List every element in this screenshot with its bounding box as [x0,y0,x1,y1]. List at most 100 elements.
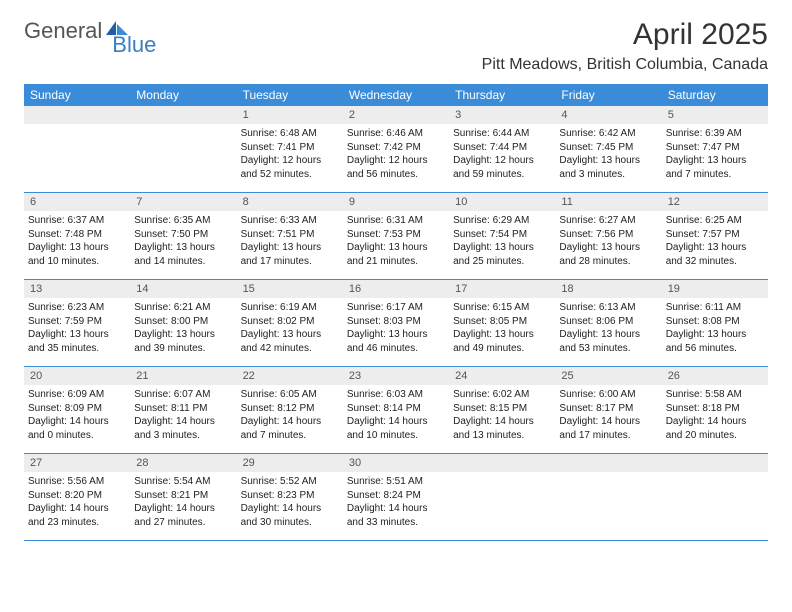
day-number: 15 [237,280,343,298]
sunset-text: Sunset: 8:00 PM [134,315,232,329]
sunrise-text: Sunrise: 5:58 AM [666,388,764,402]
day-number [555,454,661,472]
week-row: 20Sunrise: 6:09 AMSunset: 8:09 PMDayligh… [24,367,768,454]
sunset-text: Sunset: 7:42 PM [347,141,445,155]
daylight-text: Daylight: 13 hours and 39 minutes. [134,328,232,355]
day-cell: 28Sunrise: 5:54 AMSunset: 8:21 PMDayligh… [130,454,236,540]
day-number: 11 [555,193,661,211]
daylight-text: Daylight: 13 hours and 35 minutes. [28,328,126,355]
daylight-text: Daylight: 13 hours and 46 minutes. [347,328,445,355]
day-body: Sunrise: 5:51 AMSunset: 8:24 PMDaylight:… [343,472,449,533]
day-cell: 17Sunrise: 6:15 AMSunset: 8:05 PMDayligh… [449,280,555,366]
dow-saturday: Saturday [662,84,768,106]
day-cell: 11Sunrise: 6:27 AMSunset: 7:56 PMDayligh… [555,193,661,279]
dow-tuesday: Tuesday [237,84,343,106]
day-number: 9 [343,193,449,211]
daylight-text: Daylight: 12 hours and 52 minutes. [241,154,339,181]
daylight-text: Daylight: 12 hours and 59 minutes. [453,154,551,181]
daylight-text: Daylight: 12 hours and 56 minutes. [347,154,445,181]
logo-text-general: General [24,18,102,44]
sunrise-text: Sunrise: 5:52 AM [241,475,339,489]
sunrise-text: Sunrise: 6:33 AM [241,214,339,228]
day-body: Sunrise: 6:25 AMSunset: 7:57 PMDaylight:… [662,211,768,272]
day-number: 17 [449,280,555,298]
weeks-container: 1Sunrise: 6:48 AMSunset: 7:41 PMDaylight… [24,106,768,541]
day-number: 5 [662,106,768,124]
day-number: 2 [343,106,449,124]
daylight-text: Daylight: 14 hours and 3 minutes. [134,415,232,442]
day-body: Sunrise: 6:00 AMSunset: 8:17 PMDaylight:… [555,385,661,446]
daylight-text: Daylight: 13 hours and 28 minutes. [559,241,657,268]
sunset-text: Sunset: 7:44 PM [453,141,551,155]
day-cell: 30Sunrise: 5:51 AMSunset: 8:24 PMDayligh… [343,454,449,540]
daylight-text: Daylight: 14 hours and 33 minutes. [347,502,445,529]
day-number: 6 [24,193,130,211]
sunrise-text: Sunrise: 5:54 AM [134,475,232,489]
day-body: Sunrise: 5:58 AMSunset: 8:18 PMDaylight:… [662,385,768,446]
dow-sunday: Sunday [24,84,130,106]
day-body: Sunrise: 5:56 AMSunset: 8:20 PMDaylight:… [24,472,130,533]
daylight-text: Daylight: 14 hours and 13 minutes. [453,415,551,442]
day-cell: 14Sunrise: 6:21 AMSunset: 8:00 PMDayligh… [130,280,236,366]
sunrise-text: Sunrise: 6:00 AM [559,388,657,402]
dow-monday: Monday [130,84,236,106]
day-body: Sunrise: 6:37 AMSunset: 7:48 PMDaylight:… [24,211,130,272]
sunrise-text: Sunrise: 5:51 AM [347,475,445,489]
sunrise-text: Sunrise: 6:25 AM [666,214,764,228]
sunrise-text: Sunrise: 6:44 AM [453,127,551,141]
daylight-text: Daylight: 14 hours and 7 minutes. [241,415,339,442]
sunset-text: Sunset: 7:50 PM [134,228,232,242]
sunset-text: Sunset: 8:21 PM [134,489,232,503]
day-body: Sunrise: 6:31 AMSunset: 7:53 PMDaylight:… [343,211,449,272]
day-body: Sunrise: 6:19 AMSunset: 8:02 PMDaylight:… [237,298,343,359]
day-cell [130,106,236,192]
calendar-grid: Sunday Monday Tuesday Wednesday Thursday… [24,84,768,541]
dow-friday: Friday [555,84,661,106]
day-cell: 12Sunrise: 6:25 AMSunset: 7:57 PMDayligh… [662,193,768,279]
sunset-text: Sunset: 8:03 PM [347,315,445,329]
daylight-text: Daylight: 14 hours and 20 minutes. [666,415,764,442]
sunrise-text: Sunrise: 6:17 AM [347,301,445,315]
daylight-text: Daylight: 14 hours and 17 minutes. [559,415,657,442]
sunset-text: Sunset: 7:59 PM [28,315,126,329]
day-number: 10 [449,193,555,211]
sunset-text: Sunset: 7:51 PM [241,228,339,242]
day-number: 4 [555,106,661,124]
dow-thursday: Thursday [449,84,555,106]
day-cell: 18Sunrise: 6:13 AMSunset: 8:06 PMDayligh… [555,280,661,366]
sunset-text: Sunset: 7:53 PM [347,228,445,242]
daylight-text: Daylight: 13 hours and 14 minutes. [134,241,232,268]
sunrise-text: Sunrise: 6:07 AM [134,388,232,402]
day-cell: 15Sunrise: 6:19 AMSunset: 8:02 PMDayligh… [237,280,343,366]
month-title: April 2025 [482,18,768,52]
day-number: 25 [555,367,661,385]
day-cell [449,454,555,540]
day-body: Sunrise: 6:11 AMSunset: 8:08 PMDaylight:… [662,298,768,359]
day-cell: 24Sunrise: 6:02 AMSunset: 8:15 PMDayligh… [449,367,555,453]
day-number: 13 [24,280,130,298]
logo: General Blue [24,18,156,44]
daylight-text: Daylight: 14 hours and 10 minutes. [347,415,445,442]
day-body: Sunrise: 6:09 AMSunset: 8:09 PMDaylight:… [24,385,130,446]
sunset-text: Sunset: 8:06 PM [559,315,657,329]
sunrise-text: Sunrise: 6:02 AM [453,388,551,402]
day-body: Sunrise: 6:42 AMSunset: 7:45 PMDaylight:… [555,124,661,185]
sunrise-text: Sunrise: 6:48 AM [241,127,339,141]
day-cell: 26Sunrise: 5:58 AMSunset: 8:18 PMDayligh… [662,367,768,453]
day-number: 28 [130,454,236,472]
sunset-text: Sunset: 8:17 PM [559,402,657,416]
week-row: 27Sunrise: 5:56 AMSunset: 8:20 PMDayligh… [24,454,768,541]
day-number: 26 [662,367,768,385]
day-cell: 5Sunrise: 6:39 AMSunset: 7:47 PMDaylight… [662,106,768,192]
day-cell: 29Sunrise: 5:52 AMSunset: 8:23 PMDayligh… [237,454,343,540]
sunset-text: Sunset: 7:57 PM [666,228,764,242]
day-cell: 3Sunrise: 6:44 AMSunset: 7:44 PMDaylight… [449,106,555,192]
sunset-text: Sunset: 8:23 PM [241,489,339,503]
day-body: Sunrise: 6:39 AMSunset: 7:47 PMDaylight:… [662,124,768,185]
daylight-text: Daylight: 13 hours and 53 minutes. [559,328,657,355]
day-number: 29 [237,454,343,472]
sunset-text: Sunset: 8:14 PM [347,402,445,416]
day-number: 22 [237,367,343,385]
day-body: Sunrise: 6:46 AMSunset: 7:42 PMDaylight:… [343,124,449,185]
sunset-text: Sunset: 7:48 PM [28,228,126,242]
